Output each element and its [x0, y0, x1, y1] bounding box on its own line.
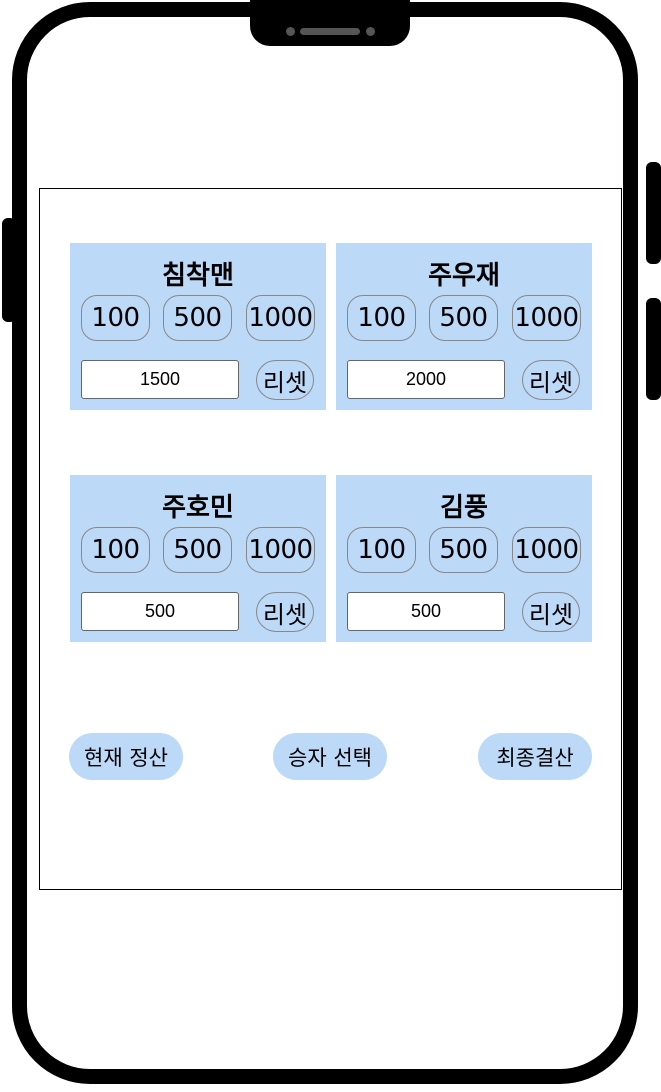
chip-1000-button[interactable]: 1000 — [246, 527, 315, 573]
player-name: 김풍 — [440, 493, 488, 523]
chip-100-button[interactable]: 100 — [81, 527, 150, 573]
current-settle-button[interactable]: 현재 정산 — [69, 733, 183, 780]
reset-button[interactable]: 리셋 — [522, 592, 580, 632]
phone-side-button-right-top — [646, 162, 661, 264]
player-card-2: 주우재 100 500 1000 리셋 — [336, 243, 592, 410]
amount-input[interactable] — [81, 360, 239, 399]
chip-100-button[interactable]: 100 — [347, 527, 416, 573]
amount-input[interactable] — [81, 592, 239, 631]
speaker-grille — [300, 28, 360, 35]
phone-side-button-right-bottom — [646, 298, 661, 400]
chip-1000-button[interactable]: 1000 — [246, 295, 315, 341]
chip-100-button[interactable]: 100 — [81, 295, 150, 341]
chip-500-button[interactable]: 500 — [429, 527, 498, 573]
chip-500-button[interactable]: 500 — [163, 527, 232, 573]
chip-100-button[interactable]: 100 — [347, 295, 416, 341]
amount-input[interactable] — [347, 592, 505, 631]
camera-dot-right — [366, 27, 375, 36]
final-settle-button[interactable]: 최종결산 — [478, 733, 592, 780]
reset-button[interactable]: 리셋 — [522, 360, 580, 400]
player-card-4: 김풍 100 500 1000 리셋 — [336, 475, 592, 642]
player-name: 침착맨 — [162, 261, 234, 291]
player-name: 주호민 — [162, 493, 234, 523]
amount-input[interactable] — [347, 360, 505, 399]
reset-button[interactable]: 리셋 — [256, 360, 314, 400]
player-name: 주우재 — [428, 261, 500, 291]
phone-notch — [250, 0, 410, 46]
chip-1000-button[interactable]: 1000 — [512, 295, 581, 341]
chip-500-button[interactable]: 500 — [163, 295, 232, 341]
select-winner-button[interactable]: 승자 선택 — [273, 733, 387, 780]
player-card-3: 주호민 100 500 1000 리셋 — [70, 475, 326, 642]
reset-button[interactable]: 리셋 — [256, 592, 314, 632]
camera-dot-left — [286, 27, 295, 36]
chip-500-button[interactable]: 500 — [429, 295, 498, 341]
chip-1000-button[interactable]: 1000 — [512, 527, 581, 573]
player-card-1: 침착맨 100 500 1000 리셋 — [70, 243, 326, 410]
